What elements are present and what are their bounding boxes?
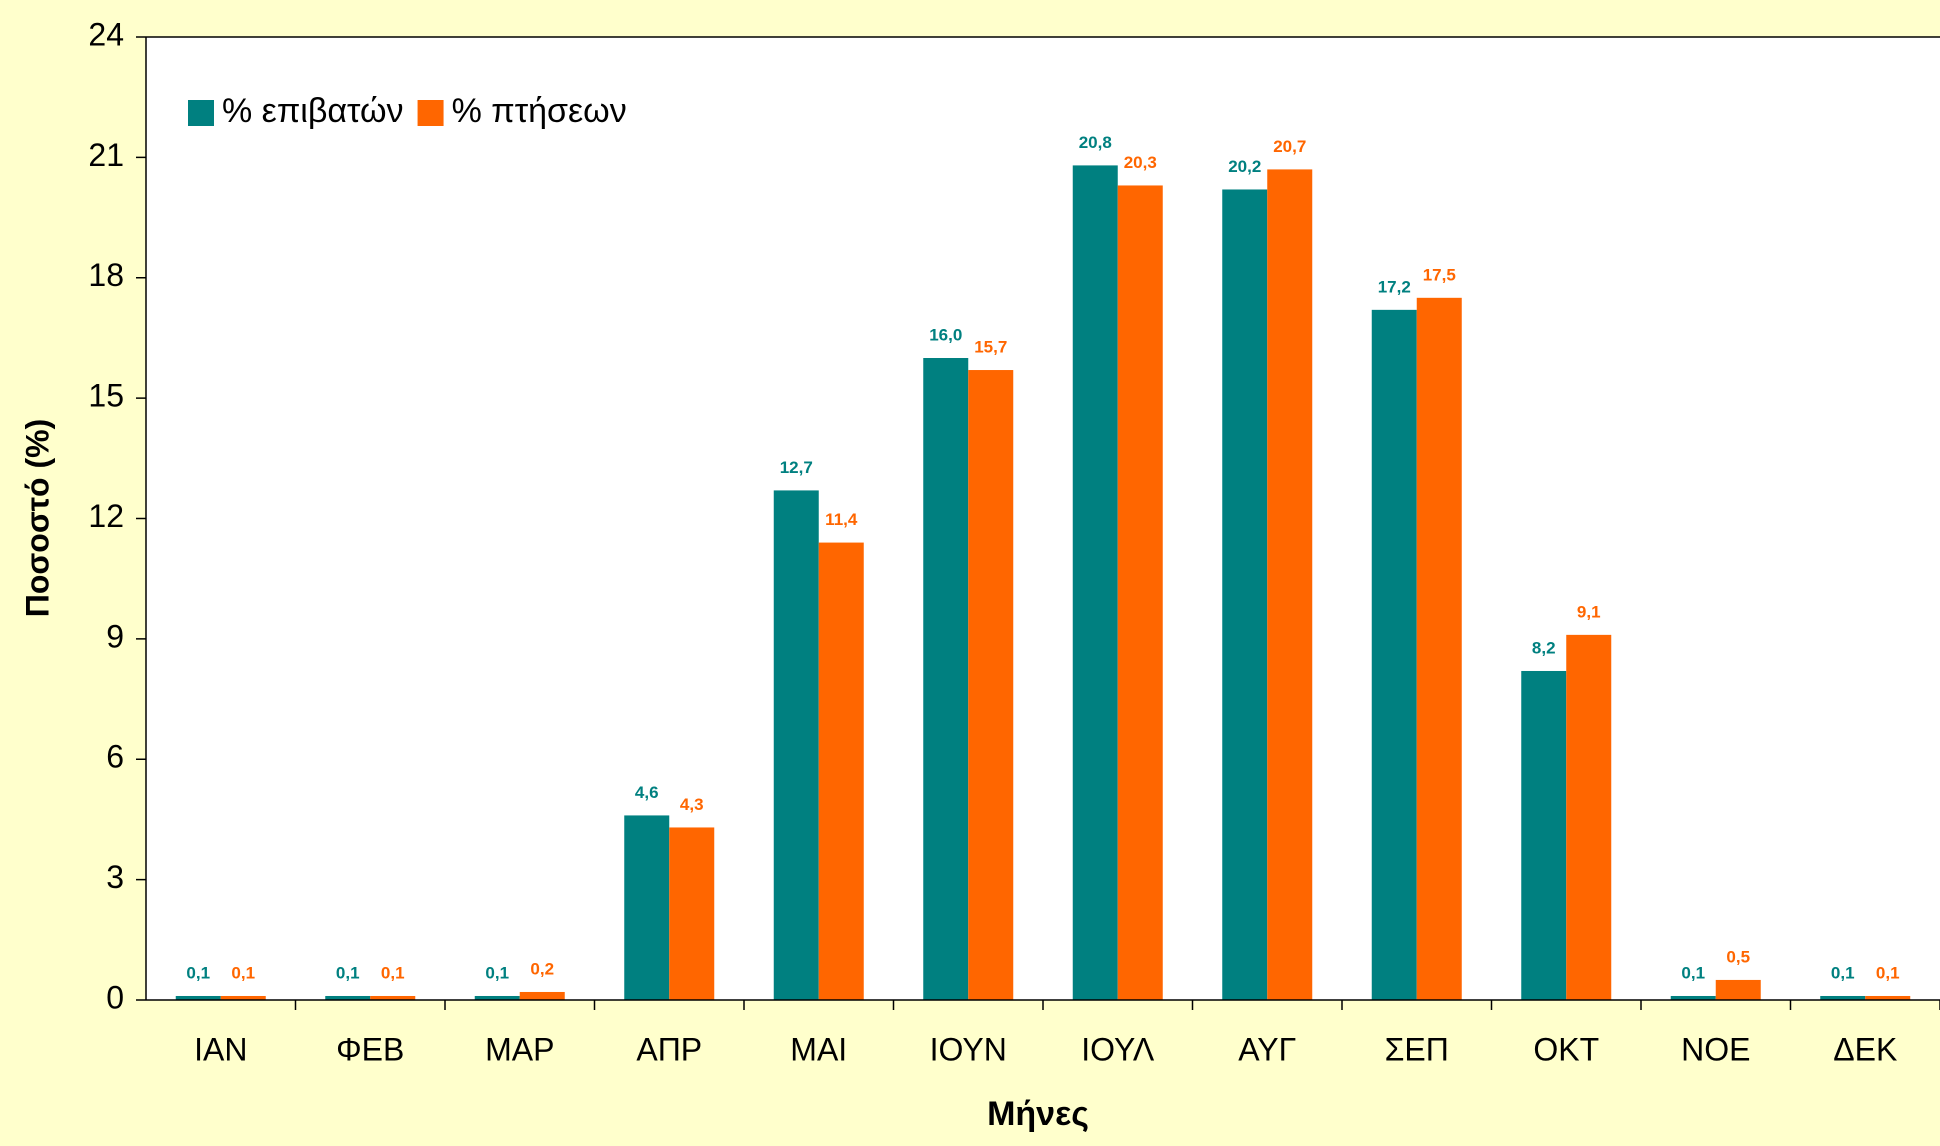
bar	[1670, 995, 1716, 1000]
value-label: 8,2	[1532, 638, 1556, 657]
plot-area	[146, 37, 1940, 1000]
y-tick-label: 9	[106, 618, 124, 654]
value-label: 0,5	[1726, 947, 1750, 966]
y-tick-label: 18	[88, 257, 124, 293]
x-tick-label: ΙΟΥΝ	[930, 1031, 1007, 1067]
y-tick-label: 0	[106, 979, 124, 1015]
legend-swatch	[417, 100, 444, 126]
x-tick-label: ΝΟΕ	[1681, 1031, 1750, 1067]
bar	[1267, 169, 1313, 1001]
x-tick-label: ΙΑΝ	[194, 1031, 247, 1067]
value-label: 20,7	[1273, 137, 1306, 156]
x-tick-label: ΙΟΥΛ	[1081, 1031, 1155, 1067]
value-label: 20,3	[1124, 153, 1157, 172]
value-label: 17,5	[1423, 265, 1456, 284]
y-tick-label: 12	[88, 498, 124, 534]
x-tick-label: ΟΚΤ	[1533, 1031, 1599, 1067]
legend-entry: % πτήσεων	[452, 92, 627, 130]
bar	[325, 995, 371, 1000]
x-tick-label: ΑΥΓ	[1238, 1031, 1296, 1067]
bar	[220, 995, 266, 1000]
y-tick-label: 21	[88, 137, 124, 173]
value-label: 12,7	[780, 458, 813, 477]
value-label: 16,0	[929, 325, 962, 344]
bar	[1117, 185, 1163, 1000]
y-tick-label: 15	[88, 378, 124, 414]
value-label: 20,8	[1079, 133, 1112, 152]
bar	[669, 827, 715, 1000]
value-label: 0,1	[186, 963, 210, 982]
bar	[1566, 634, 1612, 1000]
bar	[370, 995, 416, 1000]
value-label: 9,1	[1577, 602, 1601, 621]
bar	[1371, 309, 1417, 1001]
bar	[1715, 979, 1761, 1000]
value-label: 11,4	[825, 510, 858, 529]
value-label: 4,6	[635, 783, 659, 802]
bar	[474, 995, 520, 1000]
value-label: 15,7	[974, 338, 1007, 357]
legend-swatch	[188, 100, 214, 126]
bar	[1865, 995, 1911, 1000]
y-axis-label: Ποσοστό (%)	[19, 419, 55, 617]
bar	[1521, 670, 1567, 1000]
bar	[1072, 165, 1118, 1000]
x-tick-label: ΑΠΡ	[636, 1031, 702, 1067]
x-tick-label: ΦΕΒ	[336, 1031, 404, 1067]
x-tick-label: ΔΕΚ	[1833, 1031, 1897, 1067]
bar	[519, 991, 565, 1000]
value-label: 0,1	[231, 963, 255, 982]
bar	[1416, 297, 1462, 1000]
x-tick-label: ΜΑΙ	[790, 1031, 847, 1067]
legend-entry: % επιβατών	[222, 92, 404, 130]
value-label: 0,1	[1831, 963, 1855, 982]
value-label: 0,1	[336, 963, 360, 982]
bar	[773, 490, 819, 1000]
x-tick-label: ΜΑΡ	[485, 1031, 554, 1067]
value-label: 4,3	[680, 795, 704, 814]
bar	[818, 542, 864, 1000]
bar	[1820, 995, 1866, 1000]
x-tick-label: ΣΕΠ	[1385, 1031, 1449, 1067]
value-label: 0,1	[1681, 963, 1705, 982]
bar	[923, 358, 969, 1000]
value-label: 17,2	[1378, 277, 1411, 296]
value-label: 0,2	[530, 959, 554, 978]
bar	[624, 815, 670, 1000]
y-tick-label: 24	[88, 16, 124, 52]
value-label: 0,1	[485, 963, 509, 982]
bar	[968, 370, 1014, 1001]
y-tick-label: 6	[106, 739, 124, 775]
value-label: 20,2	[1228, 157, 1261, 176]
x-axis-label: Μήνες	[987, 1095, 1089, 1133]
value-label: 0,1	[381, 963, 405, 982]
bar	[1222, 189, 1268, 1001]
value-label: 0,1	[1876, 963, 1900, 982]
bar	[175, 995, 221, 1000]
y-tick-label: 3	[106, 859, 124, 895]
